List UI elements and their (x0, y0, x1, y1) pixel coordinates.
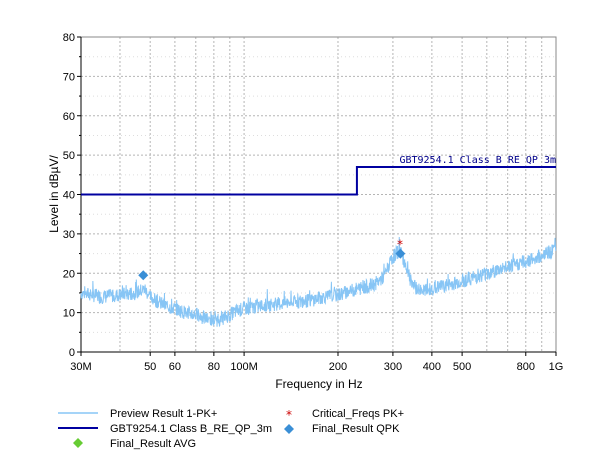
x-tick-label: 100M (230, 361, 258, 373)
limit-line (81, 165, 556, 196)
x-axis-title: Frequency in Hz (275, 377, 362, 391)
y-tick-label: 10 (63, 308, 75, 320)
legend-entry-limit: GBT9254.1 Class B_RE_QP_3m (58, 423, 272, 435)
x-tick-label: 300 (384, 361, 402, 373)
x-tick-label: 200 (329, 361, 347, 373)
x-tick-label: 80 (208, 361, 220, 373)
x-tick-label: 500 (453, 361, 471, 373)
x-tick-label: 50 (144, 361, 156, 373)
legend-entry-critical: * Critical_Freqs PK+ (286, 408, 404, 422)
x-tick-label: 30M (70, 361, 91, 373)
legend-swatch-qpk (284, 424, 294, 434)
y-tick-label: 80 (63, 32, 75, 44)
limit-line-label: GBT9254.1 Class B RE QP 3m (399, 155, 556, 166)
x-tick-label: 1G (549, 361, 564, 373)
legend-label-avg: Final_Result AVG (110, 438, 196, 450)
preview-pk-trace (80, 237, 557, 328)
x-tick-label: 800 (517, 361, 535, 373)
x-tick-label: 60 (169, 361, 181, 373)
legend: Preview Result 1-PK+ GBT9254.1 Class B_R… (58, 408, 404, 450)
legend-label-qpk: Final_Result QPK (312, 423, 400, 435)
final-qpk-point (395, 248, 406, 259)
y-tick-label: 0 (69, 347, 75, 359)
critical-freq-point: * (397, 238, 403, 252)
legend-entry-qpk: Final_Result QPK (284, 423, 400, 435)
y-axis-title: Level in dBµV/ (47, 155, 61, 233)
y-tick-label: 20 (63, 268, 75, 280)
legend-label-preview: Preview Result 1-PK+ (110, 408, 217, 420)
final-qpk-point (138, 270, 149, 281)
legend-entry-preview: Preview Result 1-PK+ (58, 408, 217, 420)
series: * (80, 165, 557, 328)
legend-label-critical: Critical_Freqs PK+ (312, 408, 404, 420)
y-tick-label: 40 (63, 190, 75, 202)
y-tick-label: 60 (63, 111, 75, 123)
legend-swatch-critical: * (286, 408, 292, 422)
legend-swatch-avg (73, 438, 83, 448)
x-tick-label: 400 (423, 361, 441, 373)
y-tick-label: 30 (63, 229, 75, 241)
legend-entry-avg: Final_Result AVG (73, 438, 196, 450)
y-tick-label: 50 (63, 150, 75, 162)
legend-label-limit: GBT9254.1 Class B_RE_QP_3m (110, 423, 272, 435)
y-tick-label: 70 (63, 71, 75, 83)
